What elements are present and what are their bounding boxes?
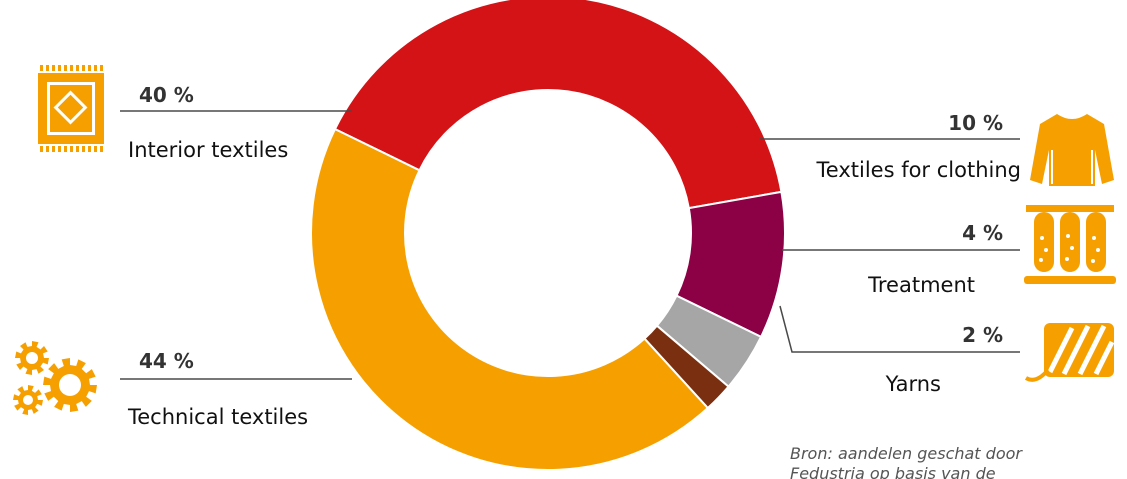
leader-lines <box>120 110 1020 380</box>
value-label-treatment: 4 % <box>962 221 1003 245</box>
category-label-technical-textiles: Technical textiles <box>127 405 308 429</box>
source-note-line-1: Bron: aandelen geschat door <box>790 444 1023 463</box>
sweater-icon <box>1030 114 1114 186</box>
value-label-technical-textiles: 44 % <box>139 349 194 373</box>
leader-yarns <box>779 305 1020 353</box>
value-label-textiles-for-clothing: 10 % <box>948 111 1003 135</box>
value-label-interior-textiles: 40 % <box>139 83 194 107</box>
gears-icon <box>13 341 97 415</box>
category-label-treatment: Treatment <box>867 273 975 297</box>
slice-interior-textiles <box>333 0 783 210</box>
category-label-interior-textiles: Interior textiles <box>128 138 288 162</box>
carpet-icon <box>38 65 104 152</box>
donut-slices <box>310 0 786 471</box>
category-label-yarns: Yarns <box>885 372 941 396</box>
slice-technical-textiles <box>310 127 710 471</box>
category-label-textiles-for-clothing: Textiles for clothing <box>816 158 1021 182</box>
yarn-ball-icon <box>1024 323 1115 382</box>
test-tubes-icon <box>1024 205 1116 284</box>
value-label-yarns: 2 % <box>962 323 1003 347</box>
source-note-line-2: Fedustria op basis van de <box>790 464 996 479</box>
